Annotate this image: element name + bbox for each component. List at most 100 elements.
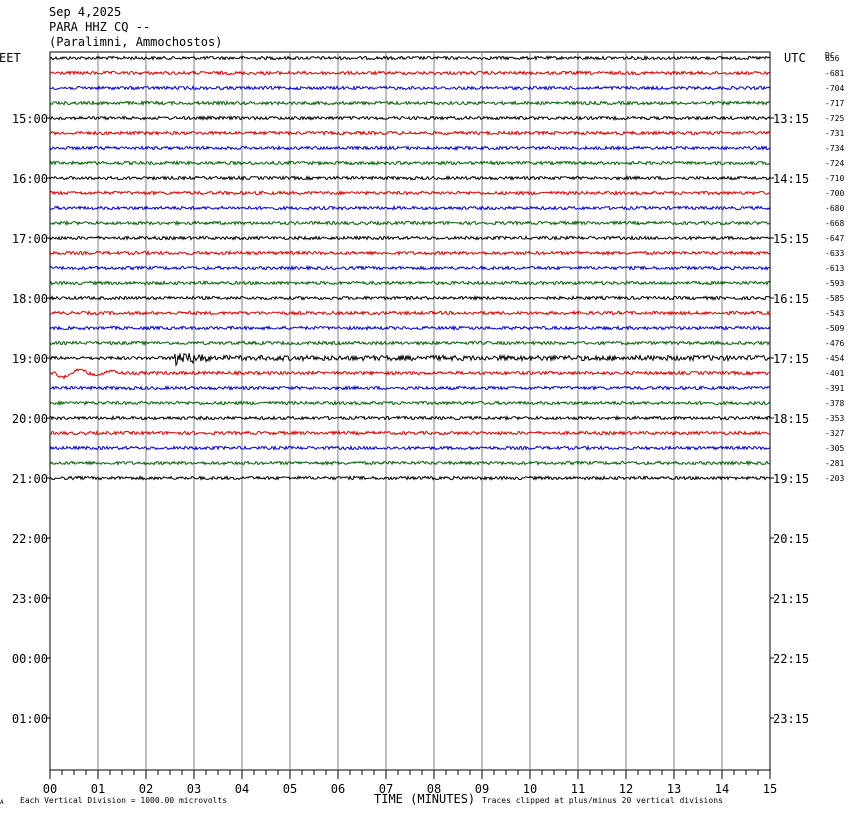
- left-hour-label: 00:00: [12, 652, 48, 666]
- dc-offset-label: -717: [825, 99, 844, 108]
- right-hour-label: 14:15: [773, 172, 809, 186]
- trace-line: [49, 54, 771, 62]
- trace-line: [49, 414, 771, 422]
- trace-line: [49, 219, 771, 227]
- trace-line: [49, 430, 771, 436]
- dc-offset-label: -378: [825, 399, 844, 408]
- dc-offset-label: -724: [825, 159, 844, 168]
- dc-offset-label: -203: [825, 474, 844, 483]
- right-hour-label: 20:15: [773, 532, 809, 546]
- dc-offset-label: -725: [825, 114, 844, 123]
- trace-line: [49, 385, 771, 392]
- dc-offset-label: -680: [825, 204, 844, 213]
- trace-line: [49, 444, 771, 451]
- left-hour-label: 15:00: [12, 112, 48, 126]
- dc-offset-label: -700: [825, 189, 844, 198]
- trace-group: [49, 54, 771, 481]
- trace-line: [49, 144, 771, 152]
- dc-offset-label: -327: [825, 429, 844, 438]
- left-hour-label: 20:00: [12, 412, 48, 426]
- x-tick-label: 12: [619, 782, 633, 796]
- x-tick-label: 02: [139, 782, 153, 796]
- dc-offset-label: -305: [825, 444, 844, 453]
- footer-scale-note: Each Vertical Division = 1000.00 microvo…: [20, 796, 227, 805]
- x-tick-label: 08: [427, 782, 441, 796]
- trace-line: [49, 84, 771, 91]
- right-timezone-label: UTC: [784, 51, 806, 65]
- x-tick-label: 09: [475, 782, 489, 796]
- x-tick-label: 03: [187, 782, 201, 796]
- left-hour-label: 23:00: [12, 592, 48, 606]
- x-tick-label: 11: [571, 782, 585, 796]
- dc-offset-label: -710: [825, 174, 844, 183]
- left-hour-label: 17:00: [12, 232, 48, 246]
- plot-border: [49, 51, 771, 771]
- plot-frame: [46, 51, 774, 779]
- right-hour-label: 17:15: [773, 352, 809, 366]
- dc-offset-label: -281: [825, 459, 844, 468]
- header-station: PARA HHZ CQ --: [49, 20, 150, 34]
- dc-offset-label: -476: [825, 339, 844, 348]
- trace-line: [49, 204, 771, 211]
- header-location: (Paralimni, Ammochostos): [49, 35, 222, 49]
- trace-line: [49, 474, 771, 481]
- trace-line: [49, 189, 771, 197]
- x-axis-label: TIME (MINUTES): [374, 792, 475, 806]
- trace-line: [49, 99, 771, 107]
- dc-offset-label: -454: [825, 354, 844, 363]
- dc-offset-label: -613: [825, 264, 844, 273]
- dc-offset-label: -543: [825, 309, 844, 318]
- left-timezone-label: EET: [0, 51, 21, 65]
- dc-offset-label: -704: [825, 84, 844, 93]
- dc-offset-label: -401: [825, 369, 844, 378]
- trace-line: [49, 159, 771, 167]
- trace-line: [49, 367, 771, 380]
- x-tick-label: 13: [667, 782, 681, 796]
- x-tick-label: 07: [379, 782, 393, 796]
- x-tick-label: 04: [235, 782, 249, 796]
- right-hour-label: 19:15: [773, 472, 809, 486]
- right-hour-label: 18:15: [773, 412, 809, 426]
- x-tick-label: 01: [91, 782, 105, 796]
- dc-offset-label: 656: [825, 54, 840, 63]
- dc-offset-label: -391: [825, 384, 844, 393]
- trace-line: [49, 399, 771, 407]
- left-hour-label: 22:00: [12, 532, 48, 546]
- right-hour-label: 16:15: [773, 292, 809, 306]
- x-tick-label: 05: [283, 782, 297, 796]
- dc-label: DC: [825, 51, 835, 60]
- trace-line: [49, 459, 771, 467]
- header-date: Sep 4,2025: [49, 5, 121, 19]
- left-hour-label: 19:00: [12, 352, 48, 366]
- dc-offset-label: -647: [825, 234, 844, 243]
- x-tick-label: 15: [763, 782, 777, 796]
- left-hour-label: 01:00: [12, 712, 48, 726]
- dc-offset-label: -734: [825, 144, 844, 153]
- left-hour-label: 16:00: [12, 172, 48, 186]
- right-hour-label: 23:15: [773, 712, 809, 726]
- footer-mark: A: [0, 799, 4, 806]
- label-group: Sep 4,2025 PARA HHZ CQ -- (Paralimni, Am…: [0, 5, 844, 806]
- trace-line: [49, 249, 771, 257]
- left-hour-label: 18:00: [12, 292, 48, 306]
- trace-line: [49, 115, 771, 121]
- dc-offset-label: -353: [825, 414, 844, 423]
- dc-offset-label: -668: [825, 219, 844, 228]
- x-tick-label: 10: [523, 782, 537, 796]
- dc-offset-label: -593: [825, 279, 844, 288]
- dc-offset-label: -509: [825, 324, 844, 333]
- x-tick-label: 14: [715, 782, 729, 796]
- right-hour-label: 13:15: [773, 112, 809, 126]
- right-hour-label: 15:15: [773, 232, 809, 246]
- trace-line: [49, 130, 771, 137]
- dc-offset-label: -633: [825, 249, 844, 258]
- trace-line: [49, 264, 771, 272]
- trace-line: [49, 294, 771, 302]
- x-tick-label: 06: [331, 782, 345, 796]
- trace-line: [49, 353, 771, 368]
- x-tick-label: 00: [43, 782, 57, 796]
- left-hour-label: 21:00: [12, 472, 48, 486]
- trace-line: [49, 340, 771, 347]
- dc-offset-label: -681: [825, 69, 844, 78]
